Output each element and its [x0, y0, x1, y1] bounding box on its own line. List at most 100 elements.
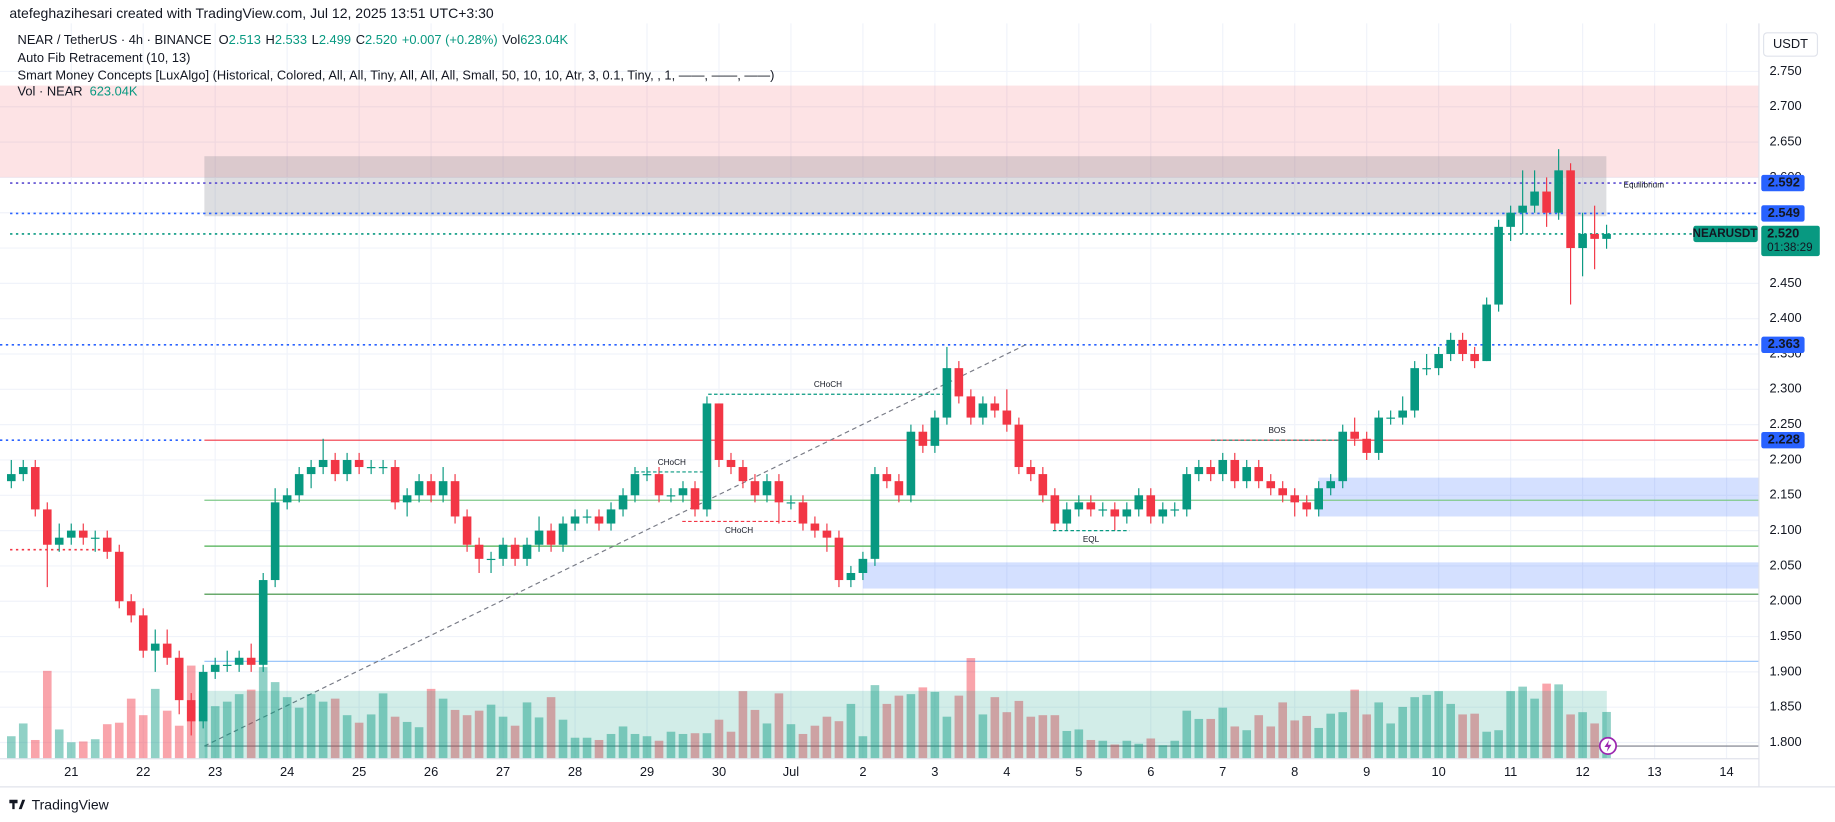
candle-body [954, 368, 964, 397]
price-label-box [1761, 336, 1805, 354]
candle-body [270, 502, 280, 581]
indicator[interactable]: Auto Fib Retracement (10, 13) [18, 50, 191, 65]
volume-bar [1218, 707, 1228, 759]
candle-body [726, 459, 736, 468]
candle-body [42, 509, 52, 545]
volume-bar [1362, 714, 1371, 759]
candle-body [1470, 354, 1479, 362]
volume-bar [582, 737, 592, 759]
candle-body [366, 467, 376, 469]
volume-bar [1422, 694, 1431, 759]
candle-body [966, 396, 976, 418]
volume-bar [1314, 727, 1323, 759]
candle-body [1062, 509, 1072, 524]
candle-body [1098, 509, 1108, 511]
volume-bar [1290, 720, 1300, 759]
x-tick-label: 21 [64, 764, 78, 779]
footer-logo[interactable]: TradingView [9, 796, 110, 812]
volume-bar [966, 658, 976, 759]
volume-bar [690, 733, 700, 759]
volume-bar [1590, 723, 1599, 759]
volume-bar [1134, 743, 1144, 759]
candle-body [1218, 459, 1228, 475]
vol-value: 623.04K [520, 32, 568, 47]
volume-bar [330, 698, 340, 759]
volume-bar [570, 737, 580, 759]
candle-body [822, 530, 832, 538]
candle-body [678, 488, 688, 496]
candle-body [1086, 502, 1096, 510]
volume-value: 623.04K [90, 84, 138, 99]
candle-body [486, 558, 496, 561]
volume-bar [1566, 714, 1575, 759]
symbol: NEAR / TetherUS · 4h · BINANCE [18, 32, 213, 47]
volume-bar [1074, 729, 1084, 759]
volume-bar [1026, 716, 1036, 759]
volume-bar [1002, 712, 1012, 759]
volume-bar [870, 685, 880, 759]
candle-body [1398, 410, 1407, 418]
volume-bar [1110, 744, 1120, 759]
volume-bar [750, 709, 760, 759]
candle-body [1542, 191, 1551, 213]
candle-body [402, 495, 412, 503]
candle-body [1146, 495, 1156, 517]
candle-body [342, 459, 352, 475]
volume-title[interactable]: Vol · NEAR 623.04K [18, 84, 138, 99]
volume-bar [1038, 715, 1048, 759]
candle-body [1338, 431, 1348, 482]
candle-body [318, 459, 328, 468]
candle-body [894, 481, 904, 496]
x-tick-label: 3 [931, 764, 938, 779]
x-tick-label: Jul [783, 764, 799, 779]
volume-bar [978, 714, 988, 759]
currency[interactable]: USDT [1773, 36, 1808, 51]
candle-body [1518, 205, 1527, 213]
indicator[interactable]: Smart Money Concepts [LuxAlgo] (Historic… [18, 68, 775, 83]
volume-bar [138, 715, 148, 759]
candle-body [54, 537, 64, 545]
candle-body [330, 459, 340, 475]
y-tick-label: 2.750 [1769, 63, 1801, 78]
ohlc-value: 2.499 [319, 32, 351, 47]
zone [1318, 477, 1759, 517]
price-label: 2.592 [1768, 174, 1800, 189]
volume-bar [1458, 714, 1467, 759]
volume-bar [318, 701, 328, 759]
price-label: 2.363 [1768, 336, 1800, 351]
structure-label: CHoCH [725, 526, 753, 535]
candle-body [174, 657, 184, 701]
volume-bar [1518, 686, 1527, 759]
candle-body [102, 537, 112, 552]
volume-profile-box [204, 690, 1607, 759]
volume-bar [426, 688, 436, 759]
volume-bar [390, 716, 400, 759]
ohlc-key: H [266, 32, 275, 47]
legend-line: NEAR / TetherUS · 4h · BINANCE O2.513 H2.5… [18, 32, 569, 47]
volume-bar [102, 724, 112, 759]
volume-bar [402, 721, 412, 759]
currency-box[interactable] [1763, 32, 1819, 57]
y-tick-label: 1.850 [1769, 699, 1801, 714]
y-tick-label: 2.250 [1769, 416, 1801, 431]
candle-body [930, 417, 940, 446]
candle-body [1434, 354, 1443, 369]
y-tick-label: 1.800 [1769, 734, 1801, 749]
candle-body [1254, 467, 1264, 482]
candle-body [834, 537, 844, 581]
volume-bar [378, 693, 388, 759]
candle-body [150, 643, 160, 651]
volume-bar [918, 687, 928, 759]
price-label-box [1761, 205, 1805, 222]
candle-body [6, 474, 16, 482]
structure-label: CHoCH [658, 458, 686, 467]
candle-body [654, 474, 664, 496]
volume-bar [1086, 739, 1096, 759]
candle-body [390, 467, 400, 503]
volume-bar [1014, 700, 1024, 759]
candle-body [1110, 509, 1120, 517]
candle-body [1578, 233, 1587, 249]
candle-body [1326, 481, 1336, 489]
candle-body [798, 502, 808, 524]
